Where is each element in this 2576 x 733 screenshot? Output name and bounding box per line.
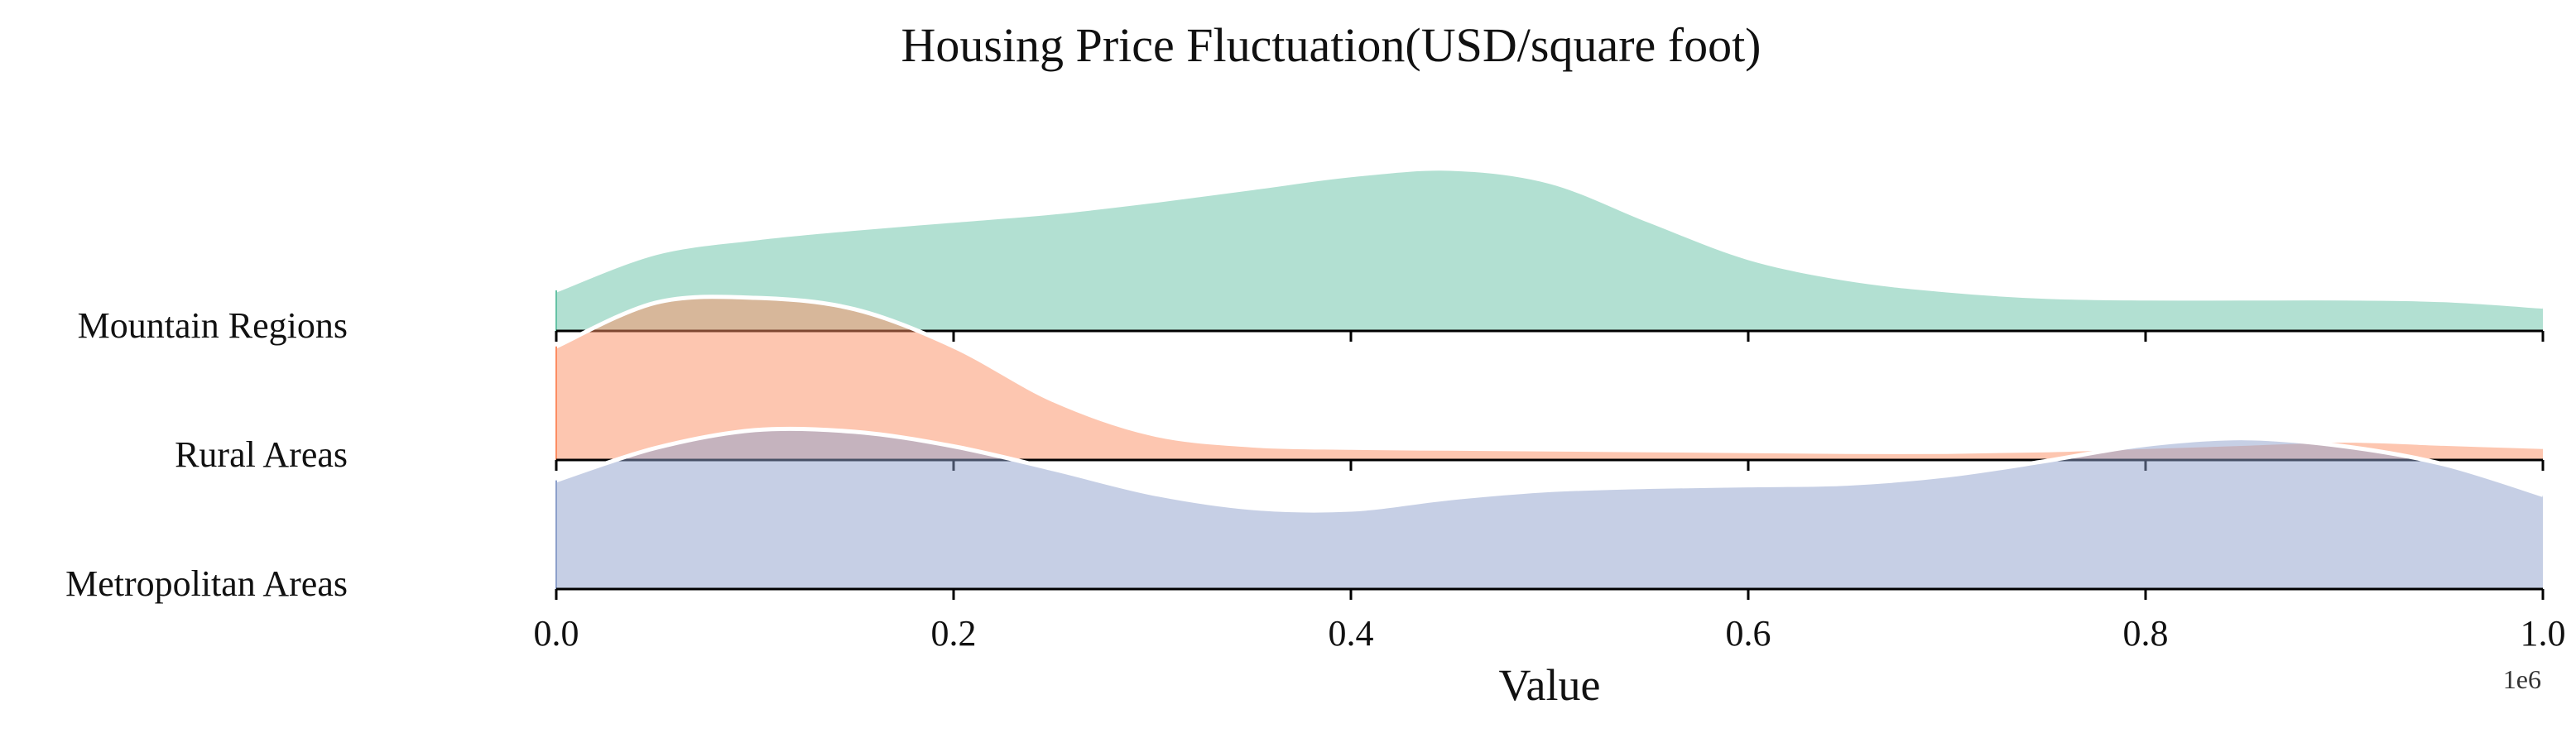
ridge-metropolitan-areas: Metropolitan Areas: [65, 426, 2545, 604]
ridge-outline-metropolitan-areas: [555, 426, 2544, 513]
ridge-mountain-regions: Mountain Regions: [78, 166, 2545, 346]
x-tick-label: 0.4: [1329, 613, 1374, 654]
x-axis-label: Value: [1499, 660, 1601, 710]
x-tick-label: 0.6: [1726, 613, 1771, 654]
row-label-metropolitan-areas: Metropolitan Areas: [65, 563, 348, 604]
x-axis-offset-label: 1e6: [2503, 664, 2541, 694]
row-label-rural-areas: Rural Areas: [175, 434, 348, 475]
x-tick-label: 1.0: [2521, 613, 2566, 654]
x-tick-label: 0.2: [931, 613, 977, 654]
chart-title: Housing Price Fluctuation(USD/square foo…: [901, 18, 1761, 72]
x-axis: 0.0 0.2 0.4 0.6 0.8 1.0: [534, 613, 2566, 654]
ridge-outline-mountain-regions: [555, 166, 2544, 309]
x-tick-label: 0.0: [534, 613, 579, 654]
ridge-area-mountain-regions: [556, 168, 2543, 331]
row-label-mountain-regions: Mountain Regions: [78, 305, 348, 346]
x-tick-label: 0.8: [2123, 613, 2169, 654]
ridge-area-rural-areas: [556, 296, 2543, 460]
ridges: Mountain Regions Rural Areas Metropolitan …: [65, 166, 2545, 604]
ridge-area-metropolitan-areas: [556, 429, 2543, 589]
